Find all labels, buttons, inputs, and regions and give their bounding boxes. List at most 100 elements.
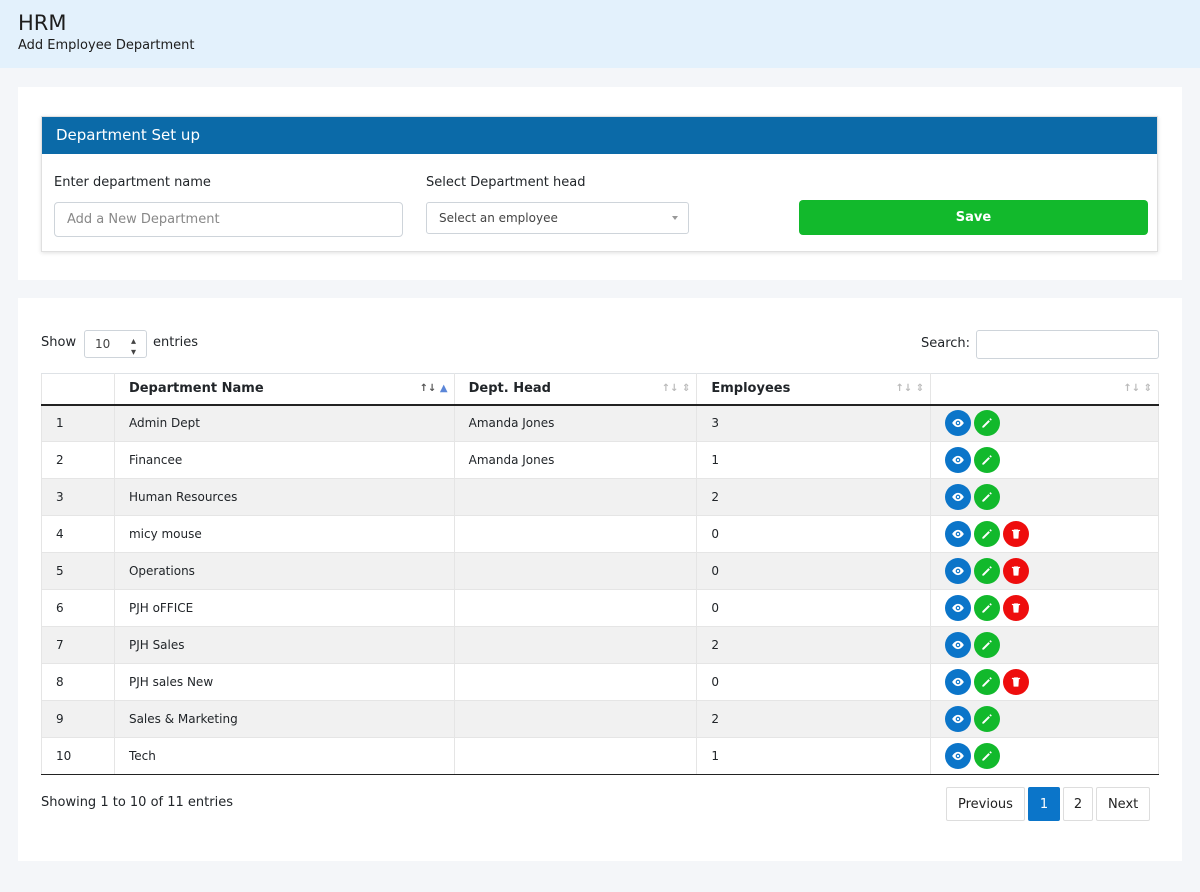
department-head [454, 737, 698, 775]
trash-icon[interactable] [1003, 595, 1030, 621]
eye-icon[interactable] [945, 743, 972, 769]
eye-icon[interactable] [945, 484, 972, 510]
employee-count: 2 [696, 626, 932, 664]
row-number: 8 [41, 663, 115, 701]
department-name: Admin Dept [114, 404, 455, 442]
sort-icon: ↑↓ ⇕ [895, 383, 925, 394]
department-head [454, 515, 698, 553]
department-name: Operations [114, 552, 455, 590]
col-actions[interactable]: ↑↓ ⇕ [930, 373, 1159, 406]
eye-icon[interactable] [945, 521, 972, 547]
search-input[interactable] [976, 330, 1159, 359]
row-actions [930, 737, 1159, 775]
pagination: Previous 1 2 Next [946, 787, 1151, 821]
app-title: HRM [18, 11, 67, 35]
page-1-button[interactable]: 1 [1027, 787, 1060, 821]
department-head [454, 478, 698, 516]
pencil-icon[interactable] [974, 632, 1001, 658]
eye-icon[interactable] [945, 595, 972, 621]
sort-icon: ↑↓ ⇕ [1123, 383, 1152, 394]
show-label: Show [41, 335, 77, 350]
employee-count: 1 [696, 737, 932, 775]
row-actions [930, 552, 1159, 590]
col-label: Employees [711, 381, 791, 397]
pencil-icon[interactable] [974, 595, 1001, 621]
save-button[interactable]: Save [799, 200, 1148, 235]
setup-card: Department Set up Enter department name … [18, 87, 1182, 280]
department-head [454, 663, 698, 701]
department-name: Human Resources [114, 478, 455, 516]
department-name: Financee [114, 441, 455, 479]
action-buttons [945, 521, 1144, 547]
eye-icon[interactable] [945, 410, 972, 437]
pencil-icon[interactable] [974, 447, 1001, 473]
row-number: 4 [41, 515, 115, 553]
table-row: 7 PJH Sales 2 [41, 626, 1159, 664]
row-actions [930, 478, 1159, 516]
dept-head-select[interactable]: Select an employee [426, 202, 689, 234]
eye-icon[interactable] [945, 632, 972, 658]
department-name: micy mouse [114, 515, 455, 553]
row-number: 10 [41, 737, 115, 775]
departments-card: Show 10 ▴ ▾ entries Search: Department Na… [18, 298, 1182, 861]
page-length-select[interactable]: 10 ▴ ▾ [84, 330, 147, 358]
pencil-icon[interactable] [974, 669, 1001, 695]
col-department-name[interactable]: Department Name ↑↓ ▲ [114, 373, 455, 406]
eye-icon[interactable] [945, 558, 972, 584]
pencil-icon[interactable] [974, 743, 1001, 769]
row-number: 9 [41, 700, 115, 738]
col-dept-head[interactable]: Dept. Head ↑↓ ⇕ [454, 373, 698, 406]
trash-icon[interactable] [1003, 558, 1030, 584]
department-name: PJH Sales [114, 626, 455, 664]
table-row: 10 Tech 1 [41, 737, 1159, 775]
eye-icon[interactable] [945, 706, 972, 732]
next-page-button[interactable]: Next [1095, 787, 1151, 821]
department-head [454, 589, 698, 627]
trash-icon[interactable] [1003, 669, 1030, 695]
departments-table: Department Name ↑↓ ▲ Dept. Head ↑↓ ⇕ Emp… [41, 373, 1159, 775]
employee-count: 0 [696, 515, 932, 553]
action-buttons [945, 410, 1144, 437]
pencil-icon[interactable] [974, 706, 1001, 732]
panel-title: Department Set up [42, 117, 1157, 154]
chevron-down-icon [672, 216, 678, 220]
row-number: 3 [41, 478, 115, 516]
employee-count: 1 [696, 441, 932, 479]
search-label: Search: [921, 336, 971, 351]
table-row: 4 micy mouse 0 [41, 515, 1159, 553]
department-name: PJH sales New [114, 663, 455, 701]
eye-icon[interactable] [945, 669, 972, 695]
action-buttons [945, 595, 1144, 621]
trash-icon[interactable] [1003, 521, 1030, 547]
dept-name-label: Enter department name [54, 175, 211, 190]
table-row: 8 PJH sales New 0 [41, 663, 1159, 701]
row-actions [930, 663, 1159, 701]
row-actions [930, 441, 1159, 479]
employee-count: 3 [696, 404, 932, 442]
page-length-value: 10 [95, 337, 111, 351]
col-employees[interactable]: Employees ↑↓ ⇕ [696, 373, 932, 406]
action-buttons [945, 669, 1144, 695]
department-name: Tech [114, 737, 455, 775]
dept-name-input[interactable] [54, 202, 403, 237]
department-head: Amanda Jones [454, 404, 698, 442]
employee-count: 0 [696, 663, 932, 701]
table-body: 1 Admin Dept Amanda Jones 3 2 Financee Amanda … [41, 404, 1159, 775]
sort-arrows-icon: ▴ ▾ [130, 336, 136, 358]
pencil-icon[interactable] [974, 521, 1001, 547]
eye-icon[interactable] [945, 447, 972, 473]
table-row: 9 Sales & Marketing 2 [41, 700, 1159, 738]
dept-head-select-value: Select an employee [439, 211, 558, 225]
row-number: 2 [41, 441, 115, 479]
previous-page-button[interactable]: Previous [946, 787, 1025, 821]
pencil-icon[interactable] [974, 558, 1001, 584]
department-name: Sales & Marketing [114, 700, 455, 738]
dept-head-label: Select Department head [426, 175, 586, 190]
table-row: 1 Admin Dept Amanda Jones 3 [41, 404, 1159, 442]
col-number [41, 373, 115, 406]
pencil-icon[interactable] [974, 410, 1001, 437]
action-buttons [945, 706, 1144, 732]
page-2-button[interactable]: 2 [1062, 787, 1093, 821]
table-info: Showing 1 to 10 of 11 entries [41, 795, 233, 810]
pencil-icon[interactable] [974, 484, 1001, 510]
